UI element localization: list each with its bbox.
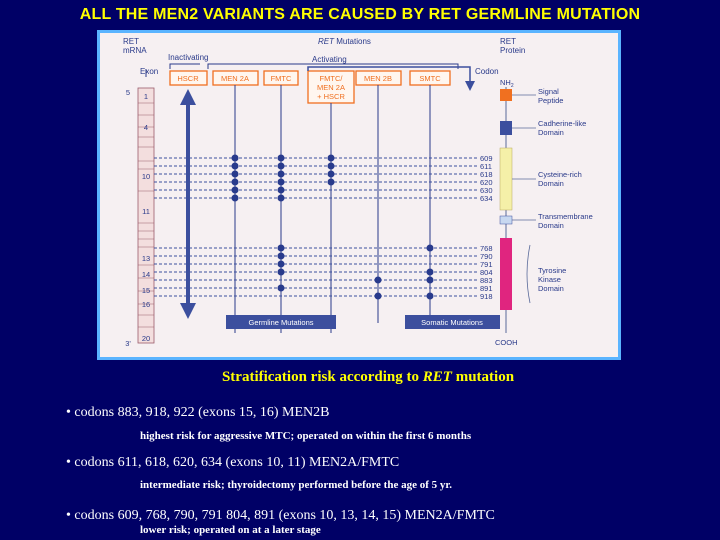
domain-cysteine-line2: Domain (538, 179, 564, 188)
inactivating-label: Inactivating (168, 53, 208, 62)
domain-kinase-line2: Kinase (538, 275, 561, 284)
exon-11: 11 (142, 207, 150, 216)
cadherine-like-domain (500, 121, 512, 135)
ret-protein-label-line1: RET (500, 37, 516, 46)
codon-790: 790 (480, 252, 493, 261)
ret-mrna-label-line1: RET (123, 37, 139, 46)
phenotype-men2b: MEN 2B (364, 74, 392, 83)
codon-918: 918 (480, 292, 493, 301)
stratification-heading: Stratification risk according to RET mut… (221, 369, 515, 385)
ret-mrna-label-line2: mRNA (123, 46, 147, 55)
exon-13: 13 (142, 254, 150, 263)
cooh-label: COOH (495, 338, 518, 347)
slide-title: ALL THE MEN2 VARIANTS ARE CAUSED BY RET … (79, 6, 641, 23)
domain-transmembrane-line1: Transmembrane (538, 212, 593, 221)
nh2-label: NH2 (500, 78, 514, 89)
codon-630: 630 (480, 186, 493, 195)
bullet-men2b: • codons 883, 918, 922 (exons 15, 16) ME… (66, 405, 330, 420)
phenotype-fmtc-men2a-hscr-line3: + HSCR (317, 92, 345, 101)
phenotype-fmtc-men2a-hscr-line1: FMTC/ (320, 74, 344, 83)
bullet-men2a-intermediate: • codons 611, 618, 620, 634 (exons 10, 1… (66, 455, 400, 470)
domain-signal-line1: Signal (538, 87, 559, 96)
phenotype-smtc: SMTC (419, 74, 441, 83)
transmembrane-domain (499, 215, 513, 225)
exon-20: 20 (142, 334, 150, 343)
exon-15: 15 (142, 286, 150, 295)
codon-numbers: 609 611 618 620 630 634 768 790 791 804 … (480, 154, 493, 301)
domain-labels: Signal Peptide Cadherine-like Domain Cys… (538, 87, 593, 293)
exon-16: 16 (142, 300, 150, 309)
domain-signal-line2: Peptide (538, 96, 563, 105)
somatic-mutations-label: Somatic Mutations (421, 318, 483, 327)
domain-kinase-line3: Domain (538, 284, 564, 293)
note-men2a-lower: lower risk; operated on at a later stage (140, 524, 321, 536)
codon-804: 804 (480, 268, 493, 277)
signal-peptide-domain (500, 89, 512, 101)
ret-mutations-header: RET Mutations (318, 37, 371, 46)
phenotype-boxes (169, 70, 451, 104)
exon-5-prime: 5 (126, 88, 130, 97)
note-men2a-intermediate: intermediate risk; thyroidectomy perform… (140, 479, 452, 491)
cysteine-rich-domain (499, 147, 513, 211)
exon-4: 4 (144, 123, 148, 132)
mutation-dots (231, 154, 434, 300)
exon-3-prime: 3' (125, 339, 131, 348)
ret-mutation-figure: RET mRNA RET Mutations RET Protein Inact… (97, 30, 621, 360)
inactivating-arrow (180, 89, 196, 319)
domain-cysteine-line1: Cysteine-rich (538, 170, 582, 179)
activating-label: Activating (312, 55, 347, 64)
codon-611: 611 (480, 162, 492, 171)
ret-protein-label-line2: Protein (500, 46, 525, 55)
ret-diagram: RET mRNA RET Mutations RET Protein Inact… (100, 33, 618, 357)
codon-634: 634 (480, 194, 493, 203)
bullet-men2a-lower: • codons 609, 768, 790, 791 804, 891 (ex… (66, 508, 495, 523)
exon-14: 14 (142, 270, 150, 279)
exon-label: Exon (140, 67, 158, 76)
phenotype-fmtc: FMTC (271, 74, 292, 83)
codon-891: 891 (480, 284, 493, 293)
domain-kinase-line1: Tyrosine (538, 266, 566, 275)
phenotype-men2a: MEN 2A (221, 74, 249, 83)
phenotype-fmtc-men2a-hscr-line2: MEN 2A (317, 83, 345, 92)
exon-10: 10 (142, 172, 150, 181)
germline-mutations-label: Germline Mutations (248, 318, 313, 327)
codon-609: 609 (480, 154, 493, 163)
domain-transmembrane-line2: Domain (538, 221, 564, 230)
tyrosine-kinase-domain (500, 238, 512, 310)
codon-label: Codon (475, 67, 499, 76)
codon-620: 620 (480, 178, 493, 187)
phenotype-hscr: HSCR (177, 74, 199, 83)
ret-protein-column: NH2 COOH (495, 78, 518, 347)
domain-cadherine-line1: Cadherine-like (538, 119, 586, 128)
codon-768: 768 (480, 244, 493, 253)
codon-791: 791 (480, 260, 493, 269)
exon-1: 1 (144, 92, 148, 101)
codon-883: 883 (480, 276, 493, 285)
exon-ruler: 5 1 4 10 11 13 14 15 16 3' 20 (125, 87, 155, 348)
codon-lines (154, 157, 478, 297)
domain-cadherine-line2: Domain (538, 128, 564, 137)
codon-618: 618 (480, 170, 493, 179)
note-men2b: highest risk for aggressive MTC; operate… (140, 430, 472, 442)
germline-mutations-box (226, 315, 336, 329)
somatic-mutations-box (405, 315, 500, 329)
